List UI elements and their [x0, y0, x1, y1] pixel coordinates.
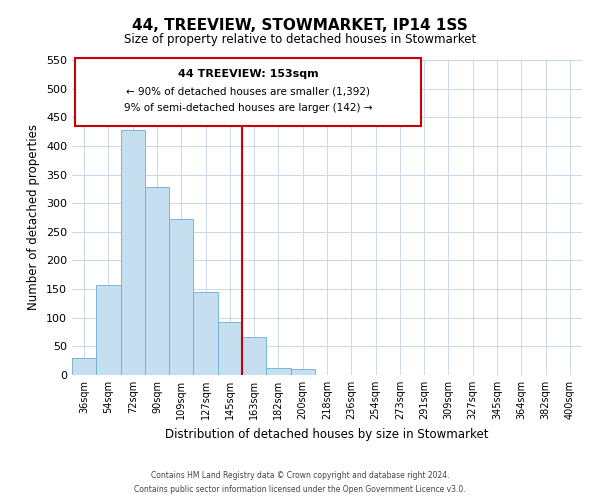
Bar — [145, 187, 169, 375]
Bar — [266, 368, 290, 375]
Bar — [290, 370, 315, 375]
Text: ← 90% of detached houses are smaller (1,392): ← 90% of detached houses are smaller (1,… — [126, 87, 370, 97]
Bar — [121, 130, 145, 375]
Bar — [242, 336, 266, 375]
Bar — [218, 322, 242, 375]
FancyBboxPatch shape — [74, 58, 421, 126]
Text: Size of property relative to detached houses in Stowmarket: Size of property relative to detached ho… — [124, 32, 476, 46]
Text: 44, TREEVIEW, STOWMARKET, IP14 1SS: 44, TREEVIEW, STOWMARKET, IP14 1SS — [132, 18, 468, 32]
Bar — [72, 358, 96, 375]
Bar — [96, 285, 121, 375]
Text: 44 TREEVIEW: 153sqm: 44 TREEVIEW: 153sqm — [178, 70, 318, 80]
Text: 9% of semi-detached houses are larger (142) →: 9% of semi-detached houses are larger (1… — [124, 102, 372, 113]
Text: Contains HM Land Registry data © Crown copyright and database right 2024.
Contai: Contains HM Land Registry data © Crown c… — [134, 472, 466, 494]
Bar — [169, 218, 193, 375]
Y-axis label: Number of detached properties: Number of detached properties — [28, 124, 40, 310]
Bar — [193, 292, 218, 375]
X-axis label: Distribution of detached houses by size in Stowmarket: Distribution of detached houses by size … — [165, 428, 489, 440]
